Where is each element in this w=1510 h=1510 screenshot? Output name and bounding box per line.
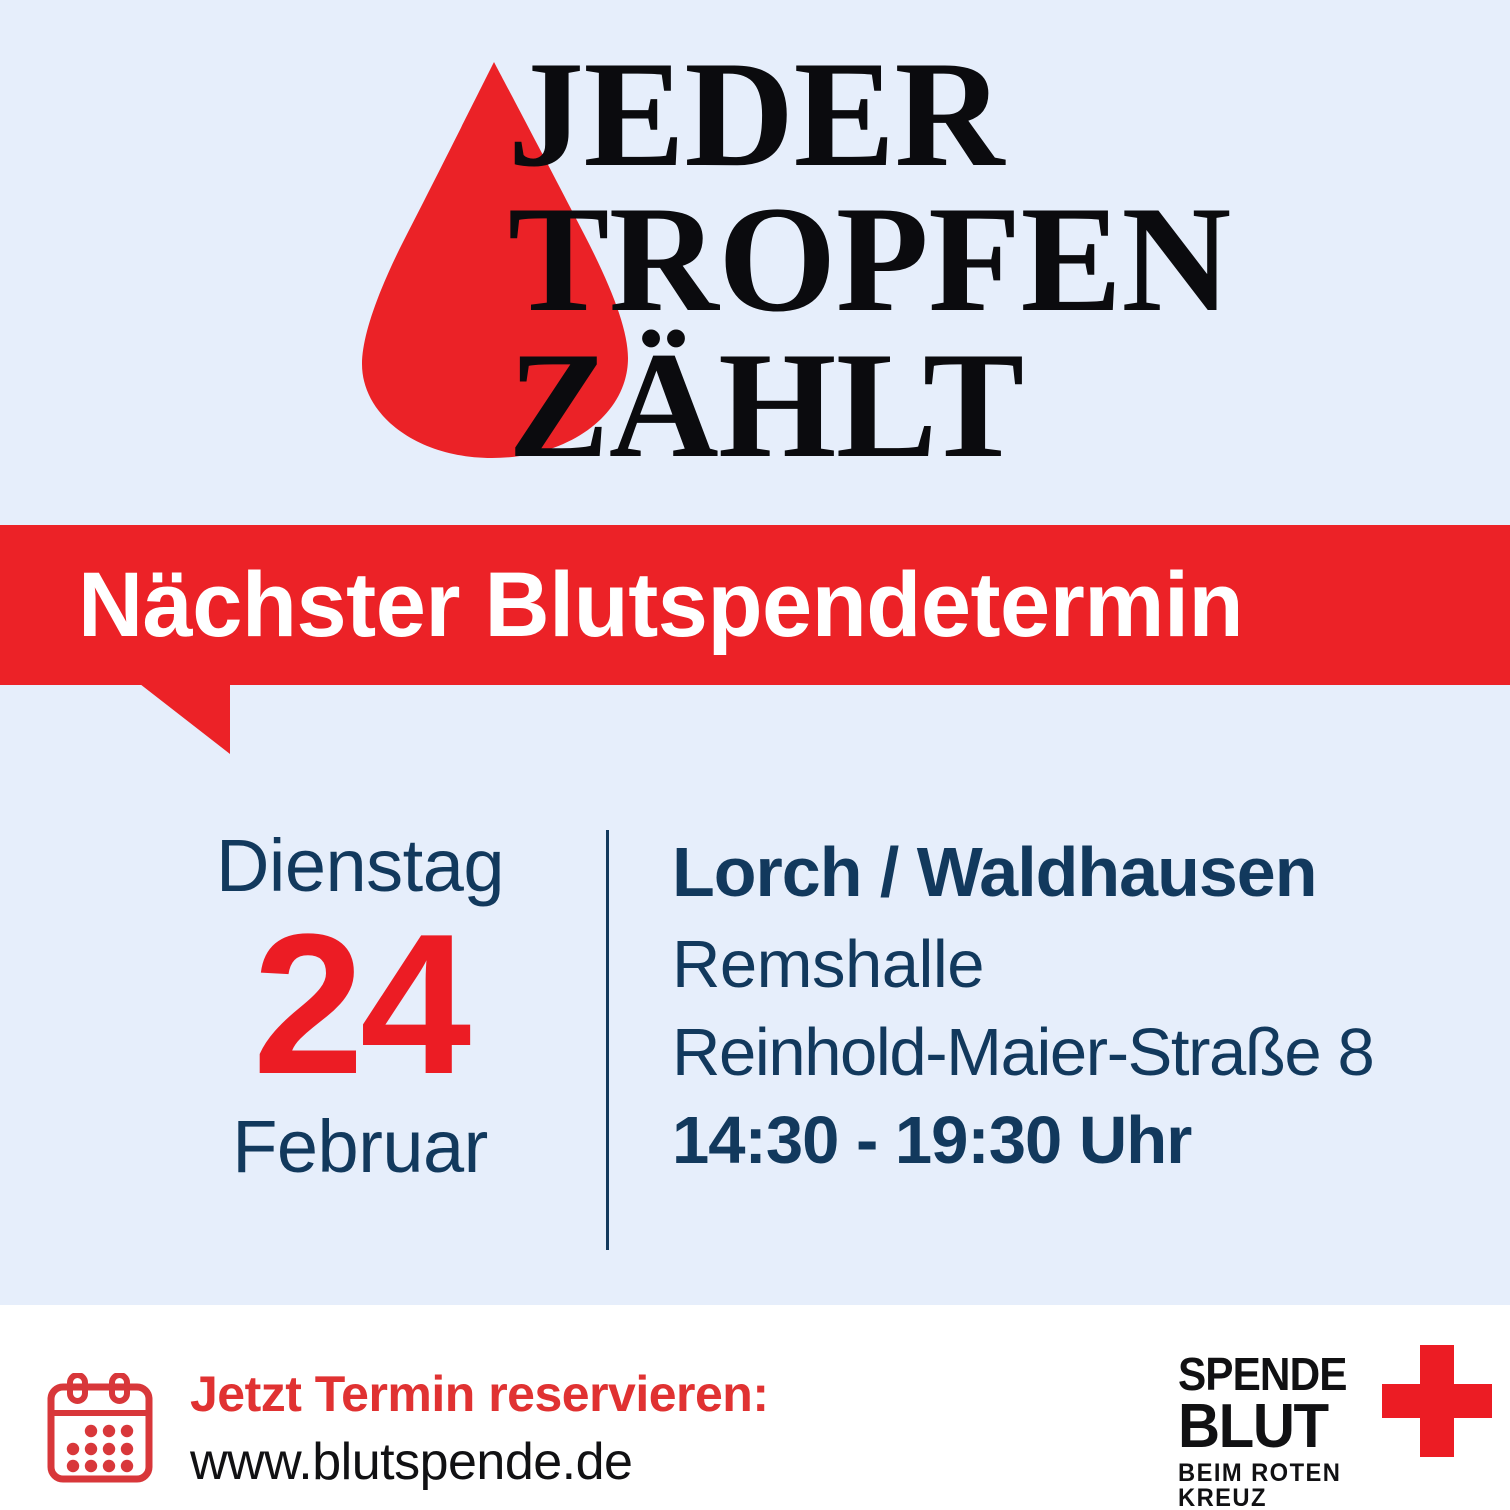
date-day: 24 [252,893,471,1117]
headline-line-1: JEDER [508,30,1004,198]
date-month: Februar [232,1105,488,1189]
headline-line-3: ZÄHLT [508,320,1024,489]
logo-line-spende: SPENDE [1178,1348,1347,1400]
location-time: 14:30 - 19:30 Uhr [672,1103,1192,1179]
location-street: Reinhold-Maier-Straße 8 [672,1014,1375,1090]
location-venue: Remshalle [672,926,985,1002]
logo-wordmark: SPENDE BLUT BEIM ROTEN KREUZ [1178,1348,1406,1510]
logo-line-blut: BLUT [1178,1392,1329,1462]
appointment-details: Dienstag 24 Februar Lorch / Waldhausen R… [0,828,1510,1258]
headline-line-2: TROPFEN [508,175,1231,344]
poster-footer: Jetzt Termin reservieren: www.blutspende… [0,1305,1510,1510]
cta-headline: Jetzt Termin reservieren: [190,1366,769,1422]
poster-stage: JEDER TROPFEN ZÄHLT Nächster Blutspendet… [0,0,1510,1305]
appointment-location: Lorch / Waldhausen Remshalle Reinhold-Ma… [672,833,1492,1179]
date-weekday: Dienstag [215,824,505,907]
banner-label: Nächster Blutspendetermin [78,554,1244,656]
calendar-icon [46,1373,154,1485]
blood-droplet-icon [362,58,642,458]
logo-line-subtitle: BEIM ROTEN KREUZ [1178,1459,1342,1510]
red-cross-icon [1382,1345,1492,1457]
appointment-date: Dienstag 24 Februar [150,828,570,1185]
drk-blood-donation-logo: SPENDE BLUT BEIM ROTEN KREUZ [1178,1345,1492,1510]
next-appointment-banner: Nächster Blutspendetermin [0,525,1510,685]
column-divider [606,830,609,1250]
page-title: JEDER TROPFEN ZÄHLT [508,30,1468,489]
location-city: Lorch / Waldhausen [672,833,1317,911]
website-link[interactable]: www.blutspende.de [190,1433,633,1491]
speech-bubble-tail [140,684,230,754]
reservation-cta: Jetzt Termin reservieren: www.blutspende… [190,1367,1090,1491]
